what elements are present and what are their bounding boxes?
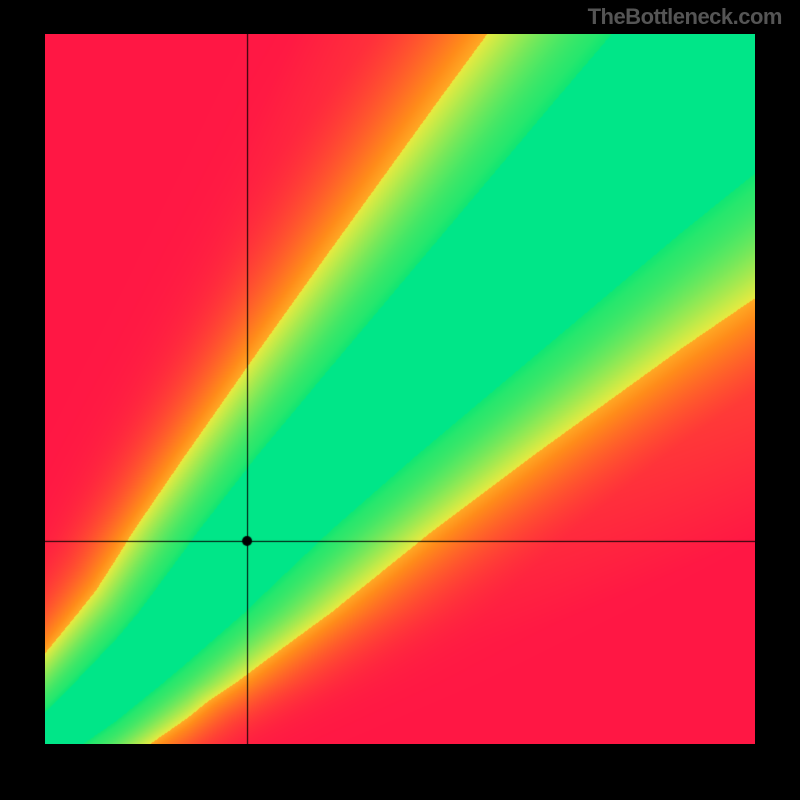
bottleneck-heatmap	[45, 34, 755, 744]
watermark-text: TheBottleneck.com	[588, 4, 782, 30]
heatmap-canvas	[45, 34, 755, 744]
